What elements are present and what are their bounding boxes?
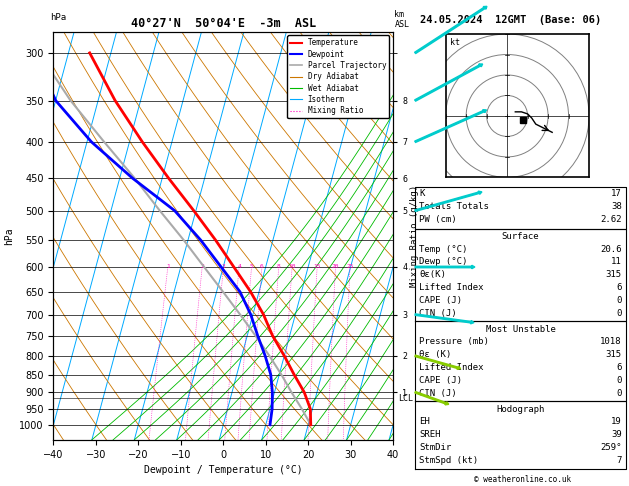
Y-axis label: hPa: hPa bbox=[4, 227, 14, 244]
Text: 6: 6 bbox=[616, 283, 621, 292]
Text: 20.6: 20.6 bbox=[600, 244, 621, 254]
Text: 38: 38 bbox=[611, 202, 621, 211]
Text: 6: 6 bbox=[260, 264, 264, 269]
Text: km
ASL: km ASL bbox=[394, 10, 409, 29]
Text: 0: 0 bbox=[616, 309, 621, 318]
Text: SREH: SREH bbox=[420, 430, 441, 439]
Text: 19: 19 bbox=[611, 417, 621, 427]
Text: CAPE (J): CAPE (J) bbox=[420, 376, 462, 385]
Y-axis label: Mixing Ratio (g/kg): Mixing Ratio (g/kg) bbox=[410, 185, 419, 287]
Text: CAPE (J): CAPE (J) bbox=[420, 296, 462, 305]
Text: 1: 1 bbox=[166, 264, 170, 269]
Text: StmSpd (kt): StmSpd (kt) bbox=[420, 456, 479, 465]
Text: Temp (°C): Temp (°C) bbox=[420, 244, 468, 254]
Text: 0: 0 bbox=[616, 296, 621, 305]
Text: Most Unstable: Most Unstable bbox=[486, 325, 555, 333]
Text: LCL: LCL bbox=[398, 394, 413, 403]
Text: 0: 0 bbox=[616, 376, 621, 385]
Text: 315: 315 bbox=[606, 350, 621, 359]
Text: © weatheronline.co.uk: © weatheronline.co.uk bbox=[474, 474, 571, 484]
X-axis label: Dewpoint / Temperature (°C): Dewpoint / Temperature (°C) bbox=[144, 465, 303, 475]
Text: 2.62: 2.62 bbox=[600, 215, 621, 224]
Text: 5: 5 bbox=[250, 264, 253, 269]
Text: 15: 15 bbox=[313, 264, 321, 269]
Text: 7: 7 bbox=[616, 456, 621, 465]
Text: 0: 0 bbox=[616, 389, 621, 398]
Text: θε(K): θε(K) bbox=[420, 270, 446, 279]
Text: θε (K): θε (K) bbox=[420, 350, 452, 359]
Text: Surface: Surface bbox=[502, 232, 539, 241]
Text: 8: 8 bbox=[277, 264, 281, 269]
Text: K: K bbox=[420, 189, 425, 198]
Legend: Temperature, Dewpoint, Parcel Trajectory, Dry Adiabat, Wet Adiabat, Isotherm, Mi: Temperature, Dewpoint, Parcel Trajectory… bbox=[287, 35, 389, 118]
Text: 25: 25 bbox=[347, 264, 353, 269]
Text: 24.05.2024  12GMT  (Base: 06): 24.05.2024 12GMT (Base: 06) bbox=[420, 15, 601, 25]
Text: Hodograph: Hodograph bbox=[496, 405, 545, 414]
Text: Totals Totals: Totals Totals bbox=[420, 202, 489, 211]
Text: CIN (J): CIN (J) bbox=[420, 389, 457, 398]
Text: 10: 10 bbox=[288, 264, 296, 269]
Text: 315: 315 bbox=[606, 270, 621, 279]
Text: 20: 20 bbox=[331, 264, 339, 269]
Text: PW (cm): PW (cm) bbox=[420, 215, 457, 224]
Text: EH: EH bbox=[420, 417, 430, 427]
Text: 3: 3 bbox=[221, 264, 225, 269]
Text: 39: 39 bbox=[611, 430, 621, 439]
Text: StmDir: StmDir bbox=[420, 443, 452, 452]
Text: kt: kt bbox=[450, 38, 460, 47]
Text: Dewp (°C): Dewp (°C) bbox=[420, 258, 468, 266]
Title: 40°27'N  50°04'E  -3m  ASL: 40°27'N 50°04'E -3m ASL bbox=[131, 17, 316, 31]
Text: CIN (J): CIN (J) bbox=[420, 309, 457, 318]
Text: 6: 6 bbox=[616, 363, 621, 372]
Text: 2: 2 bbox=[200, 264, 204, 269]
Text: 11: 11 bbox=[611, 258, 621, 266]
Text: 259°: 259° bbox=[600, 443, 621, 452]
Text: hPa: hPa bbox=[50, 13, 67, 22]
Text: 1018: 1018 bbox=[600, 337, 621, 347]
Text: Lifted Index: Lifted Index bbox=[420, 363, 484, 372]
Text: Pressure (mb): Pressure (mb) bbox=[420, 337, 489, 347]
Text: Lifted Index: Lifted Index bbox=[420, 283, 484, 292]
Text: 4: 4 bbox=[237, 264, 241, 269]
Text: 17: 17 bbox=[611, 189, 621, 198]
